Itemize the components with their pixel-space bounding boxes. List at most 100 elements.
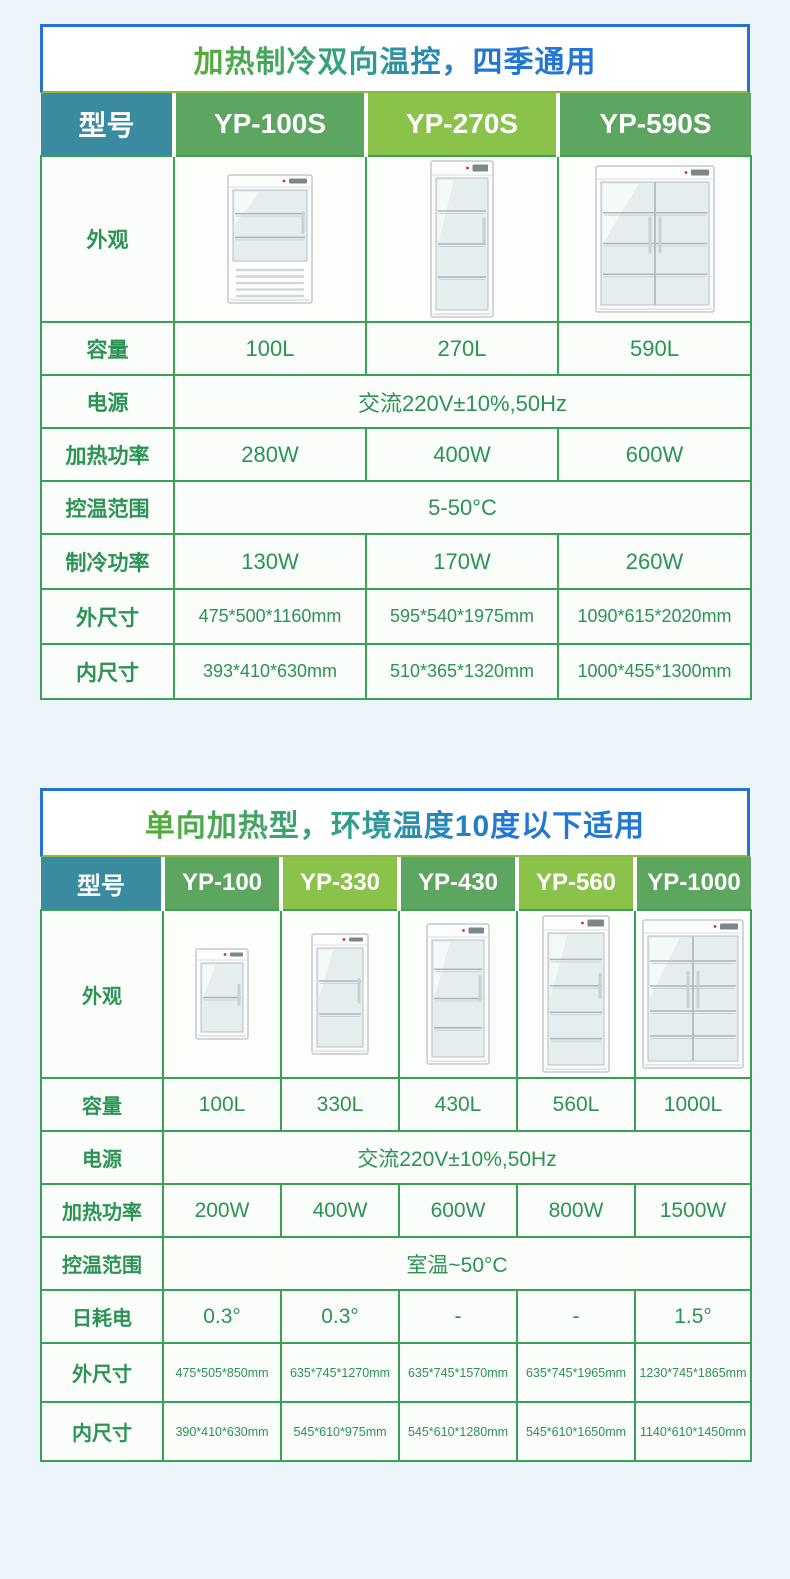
- product-image-yp-560: [518, 911, 634, 1077]
- outer-size-value: 635*745*1965mm: [516, 1342, 636, 1403]
- table1-heating-row: 加热功率 280W 400W 600W: [40, 427, 752, 482]
- capacity-value: 430L: [398, 1077, 518, 1132]
- capacity-value: 1000L: [634, 1077, 752, 1132]
- outer-size-label: 外尺寸: [40, 588, 175, 645]
- outer-size-value: 635*745*1270mm: [280, 1342, 400, 1403]
- heating-power-value: 600W: [557, 427, 752, 482]
- table1-model-header-label: 型号: [41, 93, 174, 156]
- heating-power-value: 400W: [365, 427, 559, 482]
- product-image-yp-1000: [636, 911, 750, 1077]
- cabinet-svg: [195, 948, 249, 1040]
- heating-power-value: 400W: [280, 1183, 400, 1238]
- heating-power-value: 800W: [516, 1183, 636, 1238]
- table2-capacity-row: 容量 100L 330L 430L 560L 1000L: [40, 1077, 752, 1132]
- inner-size-value: 1000*455*1300mm: [557, 643, 752, 700]
- daily-consumption-value: 0.3°: [162, 1289, 282, 1344]
- table2-header-row: 型号 YP-100 YP-330 YP-430 YP-560 YP-1000: [41, 857, 751, 910]
- outer-size-value: 1090*615*2020mm: [557, 588, 752, 645]
- table2-inner-size-row: 内尺寸 390*410*630mm 545*610*975mm 545*610*…: [40, 1401, 752, 1462]
- table1-capacity-row: 容量 100L 270L 590L: [40, 321, 752, 376]
- daily-consumption-value: -: [398, 1289, 518, 1344]
- outer-size-label: 外尺寸: [40, 1342, 164, 1403]
- cooling-power-value: 130W: [173, 533, 367, 590]
- product-image-yp-590s: [559, 157, 750, 321]
- cooling-power-value: 260W: [557, 533, 752, 590]
- table2-model-yp-330: YP-330: [279, 857, 399, 910]
- heating-only-table-panel: 单向加热型，环境温度10度以下适用 型号 YP-100 YP-330 YP-43…: [40, 788, 752, 1462]
- cabinet-svg: [594, 165, 715, 313]
- temp-range-label: 控温范围: [40, 480, 175, 535]
- power-label: 电源: [40, 374, 175, 429]
- table2-model-header-label: 型号: [41, 857, 163, 910]
- heating-power-label: 加热功率: [40, 427, 175, 482]
- heating-power-value: 600W: [398, 1183, 518, 1238]
- table2-model-yp-100: YP-100: [161, 857, 281, 910]
- inner-size-value: 545*610*1280mm: [398, 1401, 518, 1462]
- cabinet-svg: [227, 174, 313, 304]
- daily-consumption-label: 日耗电: [40, 1289, 164, 1344]
- cabinet-svg: [311, 933, 369, 1055]
- heating-power-value: 280W: [173, 427, 367, 482]
- product-image-yp-100s: [175, 157, 365, 321]
- table1-cooling-row: 制冷功率 130W 170W 260W: [40, 533, 752, 590]
- table2-temp-range-row: 控温范围 室温~50°C: [40, 1236, 752, 1291]
- table1-outer-size-row: 外尺寸 475*500*1160mm 595*540*1975mm 1090*6…: [40, 588, 752, 645]
- heating-power-value: 1500W: [634, 1183, 752, 1238]
- temp-range-value: 室温~50°C: [162, 1236, 752, 1291]
- cabinet-svg: [430, 160, 494, 318]
- inner-size-value: 545*610*1650mm: [516, 1401, 636, 1462]
- table1-appearance-label: 外观: [40, 155, 175, 323]
- table2-title-box: 单向加热型，环境温度10度以下适用: [40, 788, 750, 857]
- capacity-value: 560L: [516, 1077, 636, 1132]
- inner-size-value: 1140*610*1450mm: [634, 1401, 752, 1462]
- table1-inner-size-row: 内尺寸 393*410*630mm 510*365*1320mm 1000*45…: [40, 643, 752, 700]
- cabinet-svg: [642, 919, 744, 1069]
- temp-range-label: 控温范围: [40, 1236, 164, 1291]
- inner-size-label: 内尺寸: [40, 643, 175, 700]
- table2-appearance-row: 外观: [40, 909, 752, 1079]
- capacity-value: 330L: [280, 1077, 400, 1132]
- table2-model-yp-1000: YP-1000: [633, 857, 751, 910]
- cooling-power-value: 170W: [365, 533, 559, 590]
- table1-power-row: 电源 交流220V±10%,50Hz: [40, 374, 752, 429]
- inner-size-label: 内尺寸: [40, 1401, 164, 1462]
- inner-size-value: 545*610*975mm: [280, 1401, 400, 1462]
- table2-heating-row: 加热功率 200W 400W 600W 800W 1500W: [40, 1183, 752, 1238]
- table2-model-yp-560: YP-560: [515, 857, 635, 910]
- inner-size-value: 393*410*630mm: [173, 643, 367, 700]
- capacity-value: 270L: [365, 321, 559, 376]
- power-value: 交流220V±10%,50Hz: [173, 374, 752, 429]
- heating-power-value: 200W: [162, 1183, 282, 1238]
- outer-size-value: 475*505*850mm: [162, 1342, 282, 1403]
- capacity-value: 100L: [173, 321, 367, 376]
- table1-model-yp-590s: YP-590S: [556, 93, 751, 156]
- table1-temp-range-row: 控温范围 5-50°C: [40, 480, 752, 535]
- product-image-yp-100: [164, 911, 280, 1077]
- table2-appearance-label: 外观: [40, 909, 164, 1079]
- spec-table-heating-only: 型号 YP-100 YP-330 YP-430 YP-560 YP-1000 外…: [40, 857, 752, 1462]
- table1-appearance-row: 外观: [40, 155, 752, 323]
- power-label: 电源: [40, 1130, 164, 1185]
- table1-header-row: 型号 YP-100S YP-270S YP-590S: [41, 93, 751, 156]
- capacity-label: 容量: [40, 1077, 164, 1132]
- dual-temp-table-panel: 加热制冷双向温控，四季通用 型号 YP-100S YP-270S YP-590S…: [40, 24, 752, 700]
- daily-consumption-value: 1.5°: [634, 1289, 752, 1344]
- product-image-yp-330: [282, 911, 398, 1077]
- table2-outer-size-row: 外尺寸 475*505*850mm 635*745*1270mm 635*745…: [40, 1342, 752, 1403]
- product-image-yp-430: [400, 911, 516, 1077]
- temp-range-value: 5-50°C: [173, 480, 752, 535]
- product-image-yp-270s: [367, 157, 557, 321]
- cabinet-svg: [426, 923, 490, 1065]
- table1-title-box: 加热制冷双向温控，四季通用: [40, 24, 750, 93]
- inner-size-value: 510*365*1320mm: [365, 643, 559, 700]
- table1-title: 加热制冷双向温控，四季通用: [194, 37, 597, 81]
- spec-table-dual-temp: 型号 YP-100S YP-270S YP-590S 外观 容量 100L 27…: [40, 93, 752, 700]
- table2-model-yp-430: YP-430: [397, 857, 517, 910]
- inner-size-value: 390*410*630mm: [162, 1401, 282, 1462]
- table2-daily-consumption-row: 日耗电 0.3° 0.3° - - 1.5°: [40, 1289, 752, 1344]
- capacity-value: 100L: [162, 1077, 282, 1132]
- heating-power-label: 加热功率: [40, 1183, 164, 1238]
- daily-consumption-value: -: [516, 1289, 636, 1344]
- power-value: 交流220V±10%,50Hz: [162, 1130, 752, 1185]
